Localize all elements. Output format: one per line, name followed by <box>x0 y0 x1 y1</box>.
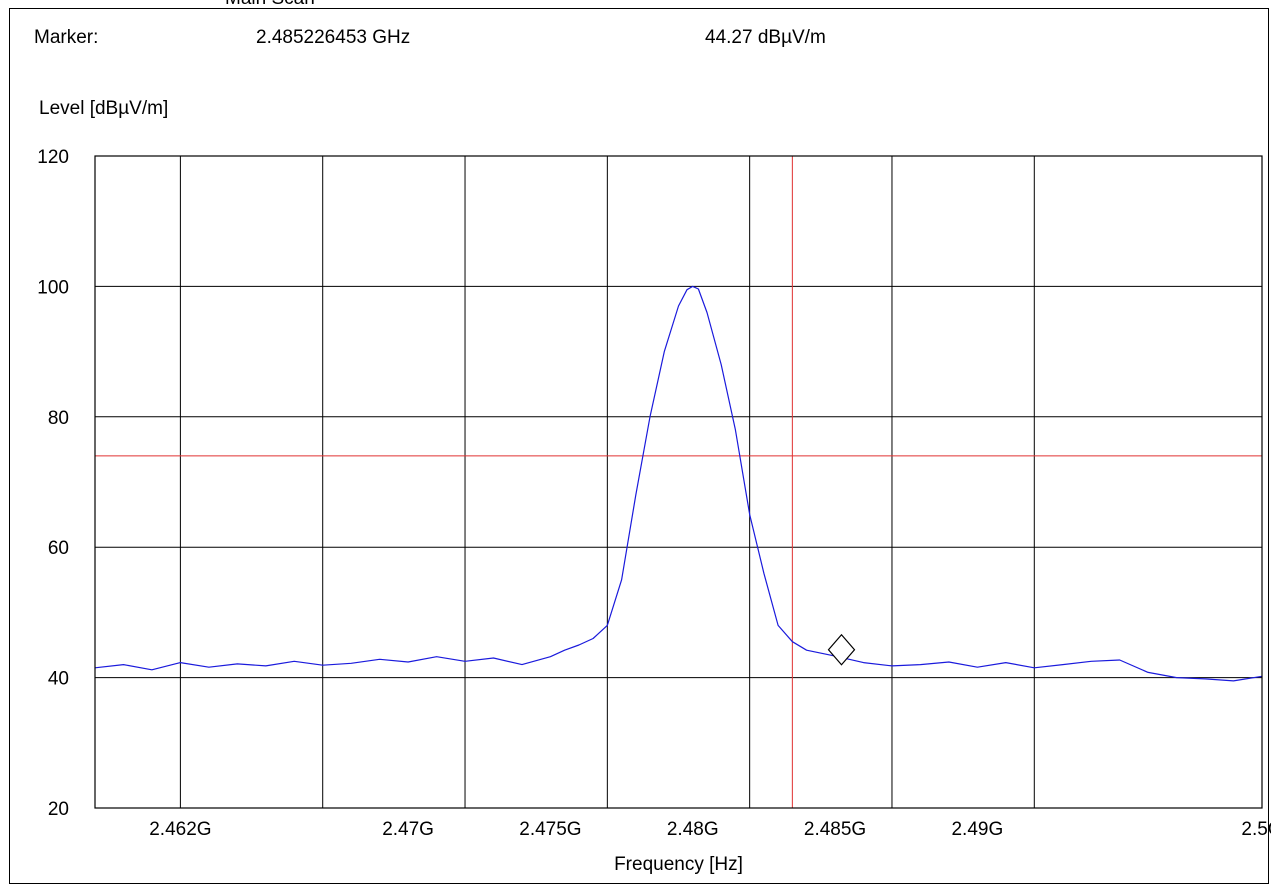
y-tick-label: 20 <box>48 799 69 820</box>
x-tick-label: 2.49G <box>951 819 1003 840</box>
y-tick-label: 80 <box>48 408 69 429</box>
y-tick-label: 120 <box>37 147 69 168</box>
marker-diamond <box>827 633 856 666</box>
clipped-title: Main Scan <box>225 0 315 10</box>
grid-lines <box>95 155 1262 809</box>
y-tick-label: 100 <box>37 277 69 298</box>
chart-frame <box>9 8 1269 884</box>
x-tick-labels: 2.462G 2.47G 2.475G 2.48G 2.485G 2.49G 2.5G <box>149 819 1271 840</box>
x-tick-label: 2.47G <box>382 819 434 840</box>
x-tick-label: 2.5G <box>1241 819 1271 840</box>
limit-lines <box>95 156 1262 808</box>
plot-border <box>94 155 1263 809</box>
x-tick-label: 2.48G <box>667 819 719 840</box>
y-tick-labels: 20 40 60 80 100 120 <box>37 147 69 820</box>
x-axis-title: Frequency [Hz] <box>614 854 743 875</box>
x-tick-label: 2.462G <box>149 819 211 840</box>
marker-frequency: 2.485226453 GHz <box>256 27 411 48</box>
trace-line <box>94 285 1263 682</box>
marker-level: 44.27 dBµV/m <box>705 27 826 48</box>
marker-label: Marker: <box>34 27 99 48</box>
marker-layer <box>827 633 856 666</box>
y-tick-label: 40 <box>48 669 69 690</box>
x-tick-label: 2.475G <box>519 819 581 840</box>
trace-layer <box>94 285 1263 682</box>
y-tick-label: 60 <box>48 538 69 559</box>
y-axis-title: Level [dBµV/m] <box>39 98 169 119</box>
x-tick-label: 2.485G <box>804 819 866 840</box>
